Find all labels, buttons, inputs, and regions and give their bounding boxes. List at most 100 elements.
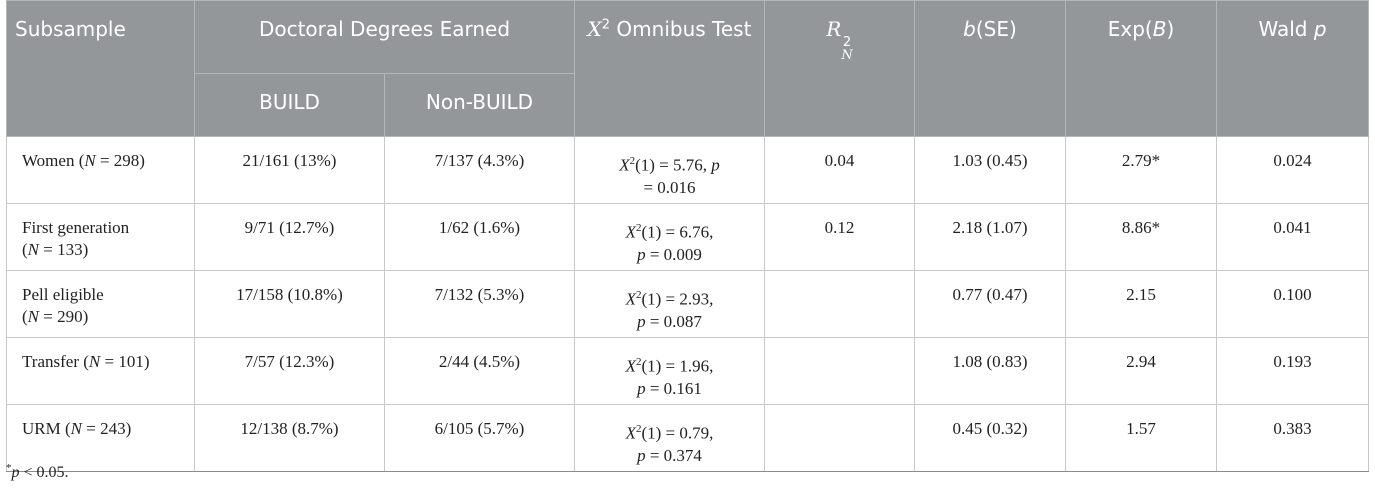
cell-r2 <box>764 404 915 472</box>
cell-nonbuild: 7/137 (4.3%) <box>384 136 575 204</box>
cell-r2 <box>764 337 915 405</box>
cell-bse: 1.03 (0.45) <box>914 136 1066 204</box>
chi-p: p <box>637 445 646 465</box>
header-subsample: Subsample <box>6 0 195 137</box>
n-symbol: N <box>70 419 82 438</box>
header-b-se: b(SE) <box>914 0 1066 137</box>
header-expb: Exp(B) <box>1065 0 1217 137</box>
chi-line1: (1) = 6.76, <box>641 222 714 242</box>
chi-symbol: X <box>619 155 630 175</box>
cell-build: 12/138 (8.7%) <box>194 404 385 472</box>
chi-symbol: X <box>625 356 636 376</box>
header-omnibus-symbol: X <box>587 17 602 41</box>
table-row: First generation (N = 133) 9/71 (12.7%) 1… <box>6 203 1369 271</box>
cell-chi: X2(1) = 5.76, p = 0.016 <box>574 136 765 204</box>
chi-sup: 2 <box>635 356 642 368</box>
chi-sup: 2 <box>635 222 642 234</box>
chi-sup: 2 <box>629 155 636 167</box>
cell-chi: X2(1) = 6.76, p = 0.009 <box>574 203 765 271</box>
subsample-label: Transfer ( <box>22 352 89 371</box>
subsample-label: First generation <box>22 218 130 237</box>
n-symbol: N <box>27 240 40 259</box>
header-omnibus-sup: 2 <box>601 17 611 33</box>
n-symbol: N <box>27 307 40 326</box>
cell-chi: X2(1) = 0.79, p = 0.374 <box>574 404 765 472</box>
cell-expb: 1.57 <box>1065 404 1217 472</box>
cell-nonbuild: 2/44 (4.5%) <box>384 337 575 405</box>
chi-line1: (1) = 2.93, <box>641 289 714 309</box>
table-row: Transfer (N = 101) 7/57 (12.3%) 2/44 (4.… <box>6 337 1369 405</box>
footnote-text: < 0.05. <box>19 464 69 481</box>
cell-nonbuild: 6/105 (5.7%) <box>384 404 575 472</box>
header-b-ital: b <box>963 17 976 41</box>
cell-subsample: Transfer (N = 101) <box>6 337 195 405</box>
results-table: Subsample Doctoral Degrees Earned X2 Omn… <box>6 0 1369 472</box>
cell-r2: 0.12 <box>764 203 915 271</box>
subsample-n: = 298) <box>95 151 145 170</box>
chi-line2: = 0.161 <box>645 378 702 398</box>
footnote-p: p <box>11 464 20 481</box>
chi-p: p <box>637 244 646 264</box>
chi-p: p <box>637 378 646 398</box>
cell-bse: 2.18 (1.07) <box>914 203 1066 271</box>
chi-p: p <box>637 311 646 331</box>
header-wald-ital: p <box>1313 17 1327 41</box>
header-nonbuild: Non-BUILD <box>384 73 575 137</box>
cell-build: 9/71 (12.7%) <box>194 203 385 271</box>
chi-sup: 2 <box>635 423 642 435</box>
cell-nonbuild: 1/62 (1.6%) <box>384 203 575 271</box>
header-exp-post: ) <box>1166 17 1175 41</box>
header-wald-p: Wald p <box>1216 0 1369 137</box>
chi-p: p <box>711 155 720 175</box>
n-symbol: N <box>84 151 96 170</box>
subsample-n: = 133) <box>39 240 89 259</box>
chi-line2: = 0.374 <box>645 445 702 465</box>
cell-r2: 0.04 <box>764 136 915 204</box>
chi-line1: (1) = 5.76, <box>635 155 712 175</box>
cell-r2 <box>764 270 915 338</box>
header-b-rest: (SE) <box>975 17 1017 41</box>
cell-expb: 2.79* <box>1065 136 1217 204</box>
cell-chi: X2(1) = 2.93, p = 0.087 <box>574 270 765 338</box>
subsample-label: Pell eligible <box>22 285 104 304</box>
chi-line2: = 0.009 <box>645 244 702 264</box>
footnote-mark: * <box>6 462 12 474</box>
subsample-label2: ( <box>22 307 28 326</box>
cell-wald: 0.024 <box>1216 136 1369 204</box>
header-r-symbol: R <box>826 17 842 41</box>
chi-line1: (1) = 0.79, <box>641 423 714 443</box>
subsample-n: = 243) <box>82 419 132 438</box>
header-wald-pre: Wald <box>1258 17 1314 41</box>
chi-symbol: X <box>625 423 636 443</box>
cell-chi: X2(1) = 1.96, p = 0.161 <box>574 337 765 405</box>
cell-bse: 0.45 (0.32) <box>914 404 1066 472</box>
table-row: Women (N = 298) 21/161 (13%) 7/137 (4.3%… <box>6 136 1369 204</box>
header-omnibus-label: Omnibus Test <box>610 17 752 41</box>
cell-bse: 1.08 (0.83) <box>914 337 1066 405</box>
n-symbol: N <box>88 352 101 371</box>
chi-symbol: X <box>625 222 636 242</box>
header-exp-pre: Exp( <box>1107 17 1153 41</box>
cell-expb: 2.94 <box>1065 337 1217 405</box>
header-r-sup: 2 <box>842 35 852 50</box>
cell-wald: 0.193 <box>1216 337 1369 405</box>
header-build: BUILD <box>194 73 385 137</box>
header-r-sub: N <box>841 48 853 63</box>
table-row: URM (N = 243) 12/138 (8.7%) 6/105 (5.7%)… <box>6 404 1369 472</box>
cell-nonbuild: 7/132 (5.3%) <box>384 270 575 338</box>
cell-subsample: Women (N = 298) <box>6 136 195 204</box>
subsample-n: = 101) <box>100 352 150 371</box>
cell-wald: 0.041 <box>1216 203 1369 271</box>
chi-line1: (1) = 1.96, <box>641 356 714 376</box>
cell-subsample: URM (N = 243) <box>6 404 195 472</box>
subsample-label2: ( <box>22 240 28 259</box>
header-exp-ital: B <box>1152 17 1167 41</box>
cell-wald: 0.100 <box>1216 270 1369 338</box>
cell-expb: 2.15 <box>1065 270 1217 338</box>
cell-build: 17/158 (10.8%) <box>194 270 385 338</box>
cell-wald: 0.383 <box>1216 404 1369 472</box>
cell-expb: 8.86* <box>1065 203 1217 271</box>
header-omnibus-test: X2 Omnibus Test <box>574 0 765 137</box>
table-footnote: *p < 0.05. <box>6 462 69 482</box>
